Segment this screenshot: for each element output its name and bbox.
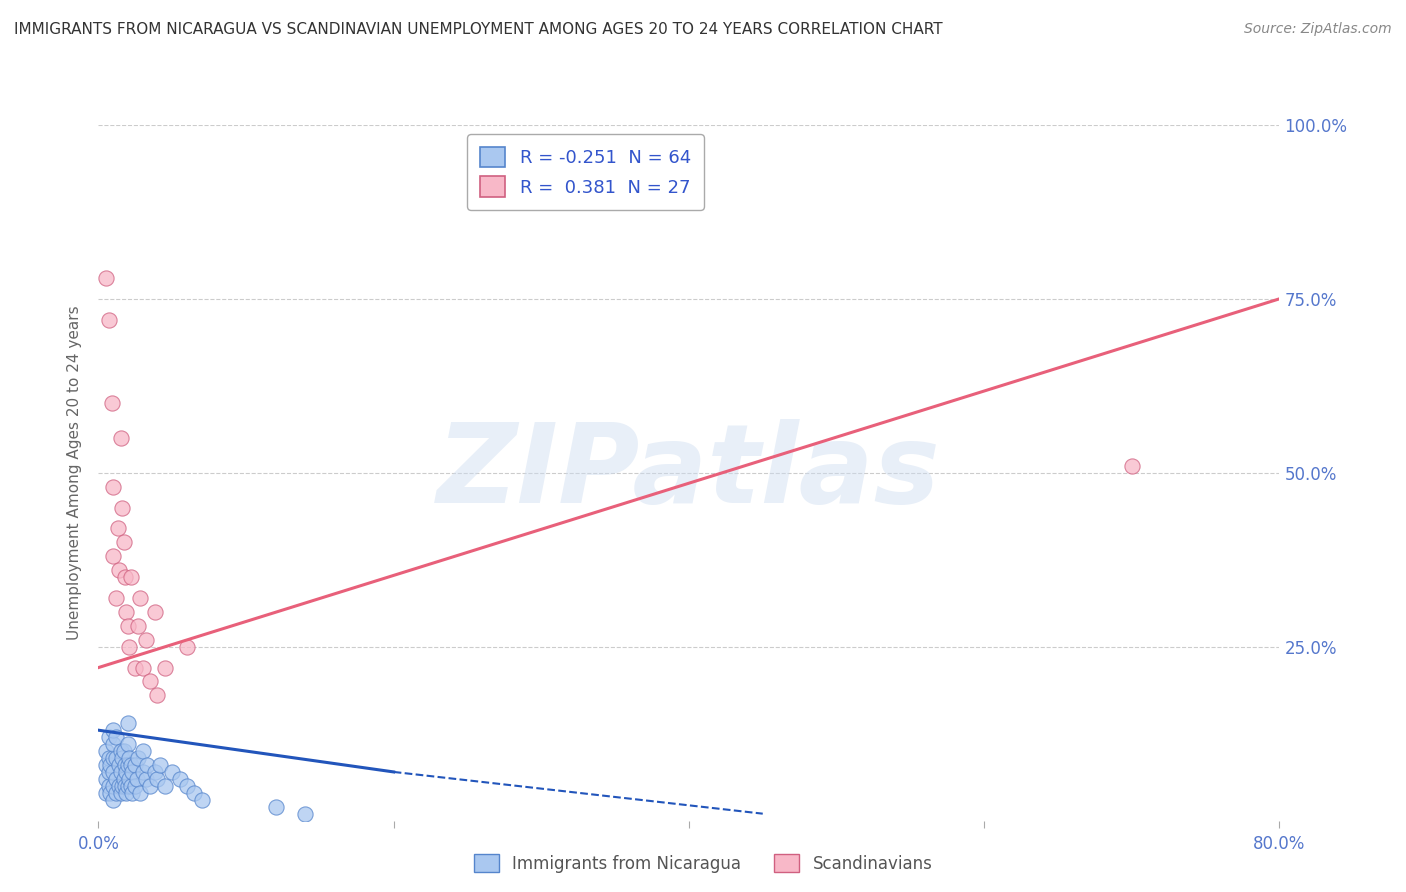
Point [97, 730, 120, 744]
Point [120, 779, 142, 793]
Point [143, 605, 166, 619]
Point [97, 764, 120, 779]
Point [114, 779, 136, 793]
Point [94, 758, 117, 772]
Point [94, 744, 117, 758]
Point [107, 521, 129, 535]
Point [110, 786, 132, 800]
Point [139, 779, 162, 793]
Point [146, 689, 169, 703]
Point [121, 786, 143, 800]
Point [132, 660, 155, 674]
Point [162, 764, 183, 779]
Point [110, 764, 132, 779]
Point [115, 786, 138, 800]
Point [98, 786, 121, 800]
Point [111, 751, 134, 765]
Point [136, 758, 159, 772]
Point [97, 779, 120, 793]
Point [97, 751, 120, 765]
Point [120, 758, 142, 772]
Point [105, 751, 128, 765]
Point [176, 640, 198, 654]
Point [114, 758, 136, 772]
Point [103, 737, 125, 751]
Point [127, 619, 149, 633]
Point [124, 660, 146, 674]
Point [114, 570, 136, 584]
Point [110, 744, 132, 758]
Point [169, 772, 191, 786]
Point [108, 758, 131, 772]
Point [125, 772, 148, 786]
Point [98, 758, 121, 772]
Point [1121, 458, 1143, 473]
Point [128, 786, 150, 800]
Text: Source: ZipAtlas.com: Source: ZipAtlas.com [1244, 22, 1392, 37]
Point [183, 786, 205, 800]
Point [132, 744, 155, 758]
Point [105, 591, 128, 605]
Legend: Immigrants from Nicaragua, Scandinavians: Immigrants from Nicaragua, Scandinavians [467, 847, 939, 880]
Point [264, 799, 287, 814]
Point [108, 779, 131, 793]
Y-axis label: Unemployment Among Ages 20 to 24 years: Unemployment Among Ages 20 to 24 years [67, 305, 83, 640]
Point [153, 779, 176, 793]
Point [105, 772, 128, 786]
Point [120, 570, 142, 584]
Point [94, 772, 117, 786]
Text: IMMIGRANTS FROM NICARAGUA VS SCANDINAVIAN UNEMPLOYMENT AMONG AGES 20 TO 24 YEARS: IMMIGRANTS FROM NICARAGUA VS SCANDINAVIA… [14, 22, 942, 37]
Point [105, 786, 128, 800]
Point [294, 806, 316, 821]
Legend: R = -0.251  N = 64, R =  0.381  N = 27: R = -0.251 N = 64, R = 0.381 N = 27 [467, 134, 703, 210]
Point [112, 744, 135, 758]
Point [127, 751, 149, 765]
Point [153, 660, 176, 674]
Point [135, 632, 157, 647]
Point [117, 779, 139, 793]
Point [115, 605, 138, 619]
Point [117, 737, 139, 751]
Point [118, 751, 141, 765]
Point [124, 779, 146, 793]
Point [103, 549, 125, 564]
Point [100, 396, 122, 410]
Point [128, 591, 150, 605]
Point [146, 772, 169, 786]
Point [103, 764, 125, 779]
Point [94, 786, 117, 800]
Point [117, 716, 139, 731]
Text: ZIPatlas: ZIPatlas [437, 419, 941, 526]
Point [149, 758, 172, 772]
Point [124, 758, 146, 772]
Point [111, 779, 134, 793]
Point [110, 431, 132, 445]
Point [103, 793, 125, 807]
Point [105, 730, 128, 744]
Point [115, 764, 138, 779]
Point [191, 793, 214, 807]
Point [176, 779, 198, 793]
Point [103, 723, 125, 738]
Point [103, 480, 125, 494]
Point [117, 758, 139, 772]
Point [103, 751, 125, 765]
Point [118, 772, 141, 786]
Point [94, 271, 117, 285]
Point [112, 535, 135, 549]
Point [132, 764, 155, 779]
Point [103, 779, 125, 793]
Point [97, 312, 120, 326]
Point [112, 772, 135, 786]
Point [135, 772, 157, 786]
Point [143, 764, 166, 779]
Point [108, 563, 131, 577]
Point [118, 640, 141, 654]
Point [139, 674, 162, 689]
Point [117, 619, 139, 633]
Point [121, 764, 143, 779]
Point [111, 500, 134, 515]
